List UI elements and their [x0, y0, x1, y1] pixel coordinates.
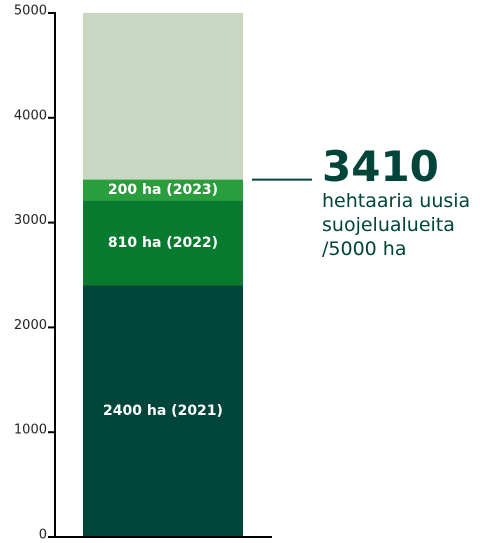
- y-tick-label: 5000: [14, 4, 47, 19]
- data-label: 200 ha (2023): [108, 182, 218, 198]
- annotation-value: 3410: [322, 142, 439, 191]
- annotation-text: hehtaaria uusia: [322, 190, 470, 212]
- y-tick-label: 4000: [14, 108, 47, 123]
- y-tick-label: 3000: [14, 213, 47, 228]
- annotation-text: /5000 ha: [322, 238, 406, 260]
- data-label: 810 ha (2022): [108, 235, 218, 251]
- bar-segment: [83, 179, 243, 201]
- bar-segment: [83, 285, 243, 537]
- y-tick-label: 2000: [14, 318, 47, 333]
- y-tick-label: 1000: [14, 423, 47, 438]
- data-label: 2400 ha (2021): [103, 403, 223, 419]
- bar-segment: [83, 200, 243, 286]
- y-tick-label: 0: [39, 528, 47, 543]
- annotation-text: suojelualueita: [322, 214, 455, 236]
